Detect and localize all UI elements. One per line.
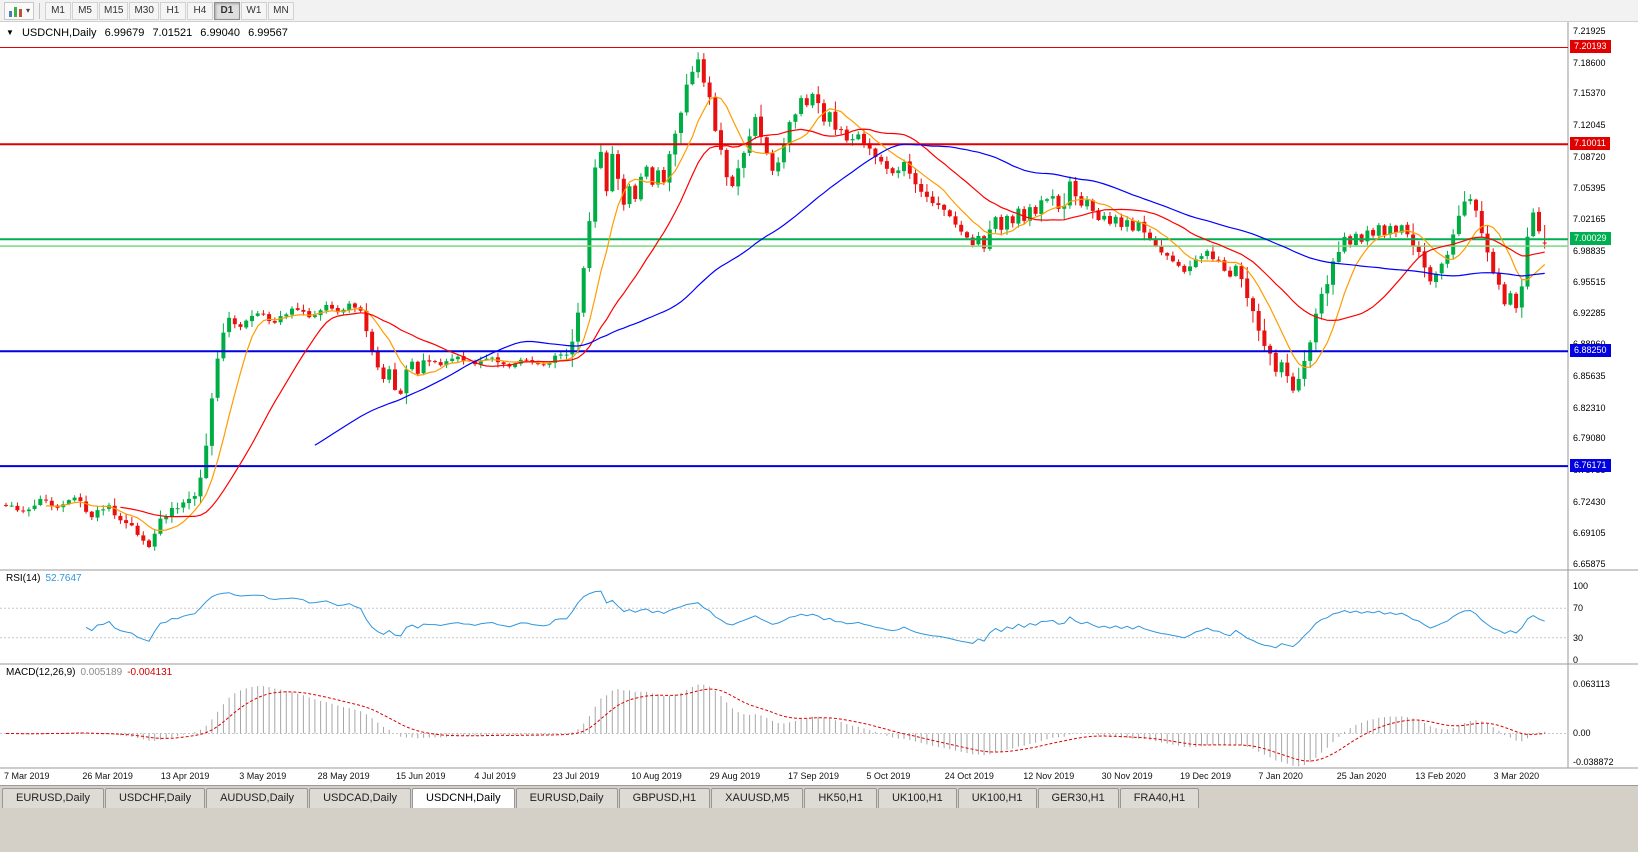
chart-tab-usdchf-daily-1[interactable]: USDCHF,Daily (104, 788, 206, 808)
timeframe-buttons: M1 M5 M15 M30 H1 H4 D1 W1 MN (45, 1, 294, 20)
chart-tab-usdcnh-daily-4[interactable]: USDCNH,Daily (412, 788, 515, 808)
timeframe-button-d1[interactable]: D1 (213, 1, 240, 20)
bar-chart-icon (9, 6, 22, 17)
chart-tab-eurusd-daily-5[interactable]: EURUSD,Daily (515, 788, 618, 808)
chart-area[interactable]: ▼ USDCNH,Daily 6.99679 7.01521 6.99040 6… (0, 22, 1638, 785)
timeframe-button-m30[interactable]: M30 (129, 1, 159, 20)
chart-tab-eurusd-daily-0[interactable]: EURUSD,Daily (2, 788, 104, 808)
chart-tab-hk50-h1-8[interactable]: HK50,H1 (804, 788, 877, 808)
chart-tab-audusd-daily-2[interactable]: AUDUSD,Daily (206, 788, 309, 808)
dropdown-caret-icon: ▾ (26, 6, 31, 15)
chart-tab-uk100-h1-9[interactable]: UK100,H1 (877, 788, 957, 808)
chart-tab-bar: EURUSD,Daily USDCHF,Daily AUDUSD,Daily USDC… (0, 785, 1638, 852)
timeframe-button-h1[interactable]: H1 (159, 1, 186, 20)
timeframe-button-mn[interactable]: MN (267, 1, 294, 20)
chart-tab-xauusd-m5-7[interactable]: XAUUSD,M5 (711, 788, 804, 808)
timeframe-button-m15[interactable]: M15 (99, 1, 129, 20)
toolbar-separator (39, 2, 41, 19)
timeframe-toolbar: ▾ M1 M5 M15 M30 H1 H4 D1 W1 MN (0, 0, 1638, 22)
chart-tab-uk100-h1-10[interactable]: UK100,H1 (957, 788, 1037, 808)
timeframe-button-m5[interactable]: M5 (72, 1, 99, 20)
chart-canvas[interactable] (0, 22, 1638, 785)
chart-tab-ger30-h1-11[interactable]: GER30,H1 (1037, 788, 1119, 808)
chart-period-button[interactable]: ▾ (4, 1, 35, 20)
timeframe-button-w1[interactable]: W1 (240, 1, 267, 20)
chart-tab-fra40-h1-12[interactable]: FRA40,H1 (1119, 788, 1200, 808)
timeframe-button-m1[interactable]: M1 (45, 1, 72, 20)
chart-tab-usdcad-daily-3[interactable]: USDCAD,Daily (309, 788, 412, 808)
timeframe-button-h4[interactable]: H4 (186, 1, 213, 20)
chart-tab-gbpusd-h1-6[interactable]: GBPUSD,H1 (618, 788, 711, 808)
